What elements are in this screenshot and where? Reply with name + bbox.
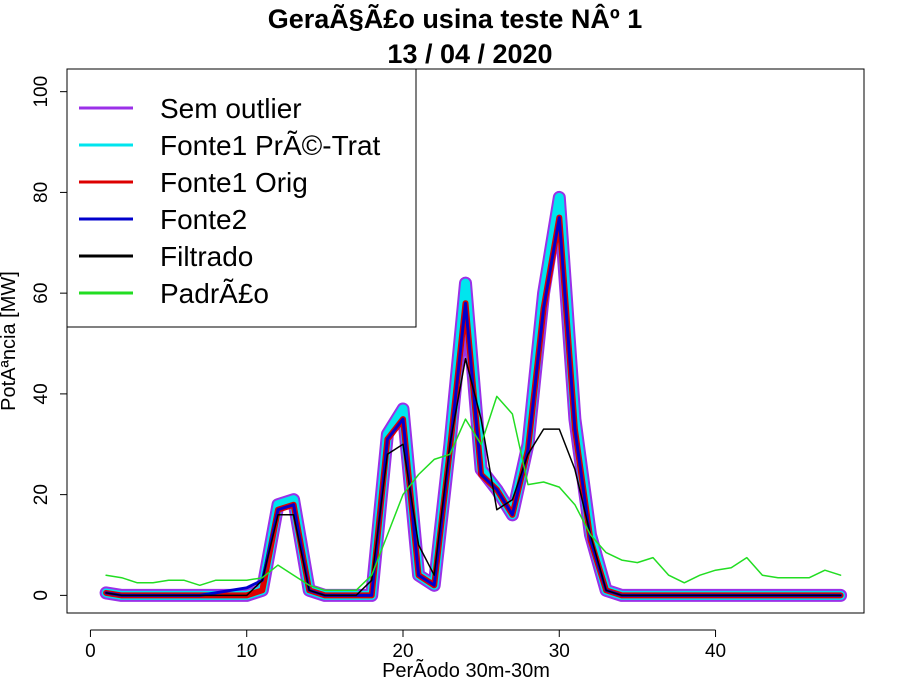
y-tick-label: 20 — [31, 484, 52, 505]
legend-label: Fonte1 PrÃ©-Trat — [160, 130, 381, 161]
y-tick-label: 100 — [31, 76, 52, 108]
legend-label: Fonte2 — [160, 204, 247, 235]
y-tick-label: 60 — [31, 283, 52, 304]
y-axis-label: PotÃªncia [MW] — [0, 271, 20, 411]
x-tick-label: 30 — [549, 641, 570, 662]
legend-label: Sem outlier — [160, 93, 302, 124]
series-line-5 — [105, 395, 842, 592]
x-tick-label: 20 — [392, 641, 413, 662]
axes-layer: 0 10 20 30 40 0 20 40 60 80 100 — [31, 76, 726, 662]
legend-label: PadrÃ£o — [160, 278, 269, 309]
y-tick-label: 40 — [31, 383, 52, 404]
chart-subtitle: 13 / 04 / 2020 — [387, 39, 552, 69]
series-layer — [99, 190, 848, 602]
legend-label: Fonte1 Orig — [160, 167, 308, 198]
legend: Sem outlier Fonte1 PrÃ©-Trat Fonte1 Orig Fo… — [66, 68, 417, 328]
y-tick-label: 0 — [31, 590, 52, 601]
legend-box — [66, 68, 417, 328]
y-tick-label: 80 — [31, 182, 52, 203]
x-tick-label: 10 — [236, 641, 257, 662]
x-axis-label: PerÃ­odo 30m-30m — [382, 658, 550, 682]
chart-title: GeraÃ§Ã£o usina teste NÂº 1 — [268, 3, 643, 34]
x-tick-label: 40 — [705, 641, 726, 662]
legend-label: Filtrado — [160, 241, 253, 272]
x-tick-label: 0 — [85, 641, 96, 662]
series-line-4 — [105, 357, 842, 597]
